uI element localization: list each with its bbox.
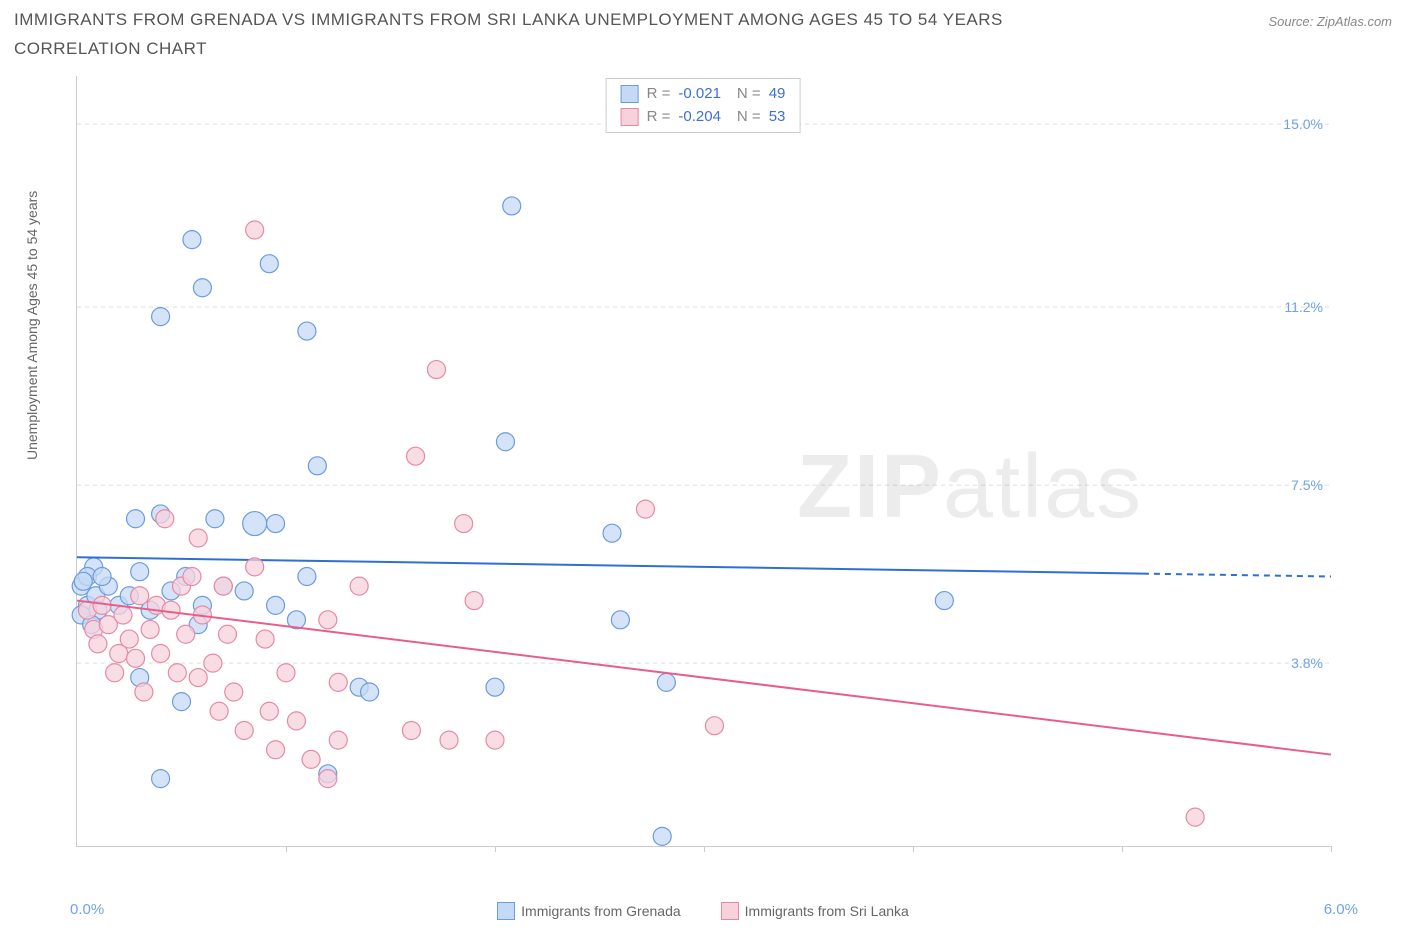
source-label: Source: ZipAtlas.com: [1268, 14, 1392, 29]
x-tick-mark: [704, 846, 705, 852]
swatch-srilanka-icon: [721, 902, 739, 920]
chart-title: IMMIGRANTS FROM GRENADA VS IMMIGRANTS FR…: [14, 6, 1134, 64]
y-tick-label: 3.8%: [1291, 655, 1323, 671]
stats-legend: R =-0.021 N =49 R =-0.204 N =53: [606, 78, 801, 133]
y-tick-label: 15.0%: [1283, 116, 1323, 132]
plot-svg: [77, 76, 1331, 846]
y-axis-label: Unemployment Among Ages 45 to 54 years: [24, 191, 40, 460]
x-tick-mark: [1331, 846, 1332, 852]
bottom-legend: Immigrants from Grenada Immigrants from …: [0, 902, 1406, 920]
y-tick-label: 11.2%: [1284, 299, 1323, 315]
x-tick-mark: [913, 846, 914, 852]
stats-row-srilanka: R =-0.204 N =53: [621, 106, 786, 129]
stats-row-grenada: R =-0.021 N =49: [621, 83, 786, 106]
swatch-grenada: [621, 85, 639, 103]
header: IMMIGRANTS FROM GRENADA VS IMMIGRANTS FR…: [14, 6, 1392, 64]
legend-item-grenada: Immigrants from Grenada: [497, 902, 681, 920]
x-tick-mark: [495, 846, 496, 852]
legend-label-srilanka: Immigrants from Sri Lanka: [745, 903, 909, 919]
legend-label-grenada: Immigrants from Grenada: [521, 903, 681, 919]
legend-item-srilanka: Immigrants from Sri Lanka: [721, 902, 909, 920]
swatch-srilanka: [621, 108, 639, 126]
y-tick-label: 7.5%: [1291, 477, 1323, 493]
swatch-grenada-icon: [497, 902, 515, 920]
x-tick-mark: [286, 846, 287, 852]
chart-area: ZIPatlas 3.8%7.5%11.2%15.0%: [76, 76, 1331, 847]
x-tick-mark: [1122, 846, 1123, 852]
